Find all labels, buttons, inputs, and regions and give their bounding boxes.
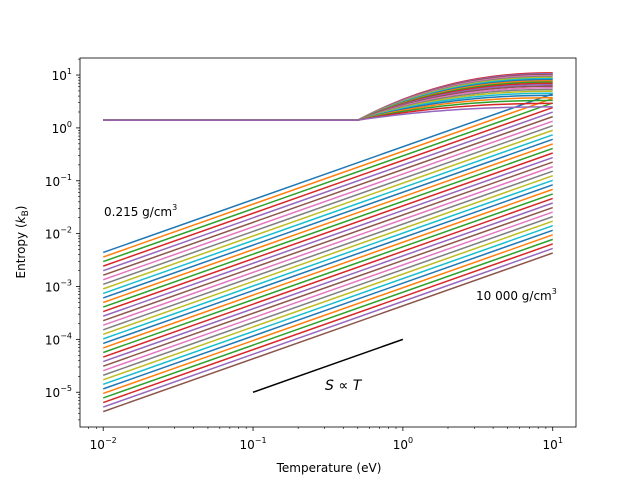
y-tick-label: 10−2 xyxy=(45,226,72,242)
y-tick-label: 10−1 xyxy=(45,173,72,189)
x-tick-label: 10−1 xyxy=(240,436,267,452)
series-line-low xyxy=(102,115,553,276)
series-line-low xyxy=(102,188,553,349)
series-line-low xyxy=(102,106,553,267)
x-axis-label: Temperature (eV) xyxy=(276,461,382,475)
series-line-low xyxy=(102,247,553,408)
series-line-low xyxy=(102,143,553,304)
series-line-low xyxy=(102,165,553,326)
series-line-low xyxy=(102,179,553,340)
series-line-low xyxy=(102,120,553,281)
series-line-low xyxy=(102,238,553,399)
axis-ticks: 10−2 10−1 100 101 10−5 10−4 10−3 10−2 10−1 100 101 xyxy=(45,58,563,452)
series-line-low xyxy=(102,184,553,345)
x-tick-label: 10−2 xyxy=(90,436,117,452)
series-line-high xyxy=(103,106,553,121)
series-line-low xyxy=(102,252,553,413)
reference-line xyxy=(252,338,404,393)
y-tick-label: 100 xyxy=(52,120,72,136)
series-line-low xyxy=(102,229,553,390)
series-line-low xyxy=(102,175,553,336)
series-line-low xyxy=(102,211,553,372)
series-line-low xyxy=(102,93,553,254)
series-line-low xyxy=(102,111,553,272)
y-tick-label: 10−5 xyxy=(45,384,72,400)
series-line-low xyxy=(102,129,553,290)
series-lines xyxy=(102,72,553,413)
series-line-low xyxy=(102,206,553,367)
series-line-low xyxy=(102,170,553,331)
y-tick-label: 10−3 xyxy=(45,279,72,295)
x-tick-label: 100 xyxy=(393,436,413,452)
series-line-low xyxy=(102,152,553,313)
series-line-low xyxy=(102,102,553,263)
annotation-high-density: 10 000 g/cm3 xyxy=(476,287,557,303)
y-tick-label: 10−4 xyxy=(45,331,72,347)
series-line-low xyxy=(102,134,553,295)
series-line-low xyxy=(102,197,553,358)
series-line-low xyxy=(102,243,553,404)
series-line-low xyxy=(102,147,553,308)
series-line-low xyxy=(102,234,553,395)
series-line-low xyxy=(102,220,553,381)
series-line-low xyxy=(102,202,553,363)
y-tick-label: 101 xyxy=(52,67,72,83)
series-line-low xyxy=(102,97,553,258)
x-tick-label: 101 xyxy=(543,436,563,452)
annotation-low-density: 0.215 g/cm3 xyxy=(104,203,177,219)
series-line-low xyxy=(102,215,553,376)
series-line-low xyxy=(102,138,553,299)
series-line-low xyxy=(102,161,553,322)
series-line-high xyxy=(103,97,553,121)
reference-line-label: S ∝ T xyxy=(325,378,363,394)
plot-frame xyxy=(79,57,577,428)
series-line-low xyxy=(102,225,553,386)
series-line-low xyxy=(102,156,553,317)
series-line-low xyxy=(102,193,553,354)
series-line-low xyxy=(102,125,553,286)
y-axis-label: Entropy (kB) xyxy=(14,206,31,279)
